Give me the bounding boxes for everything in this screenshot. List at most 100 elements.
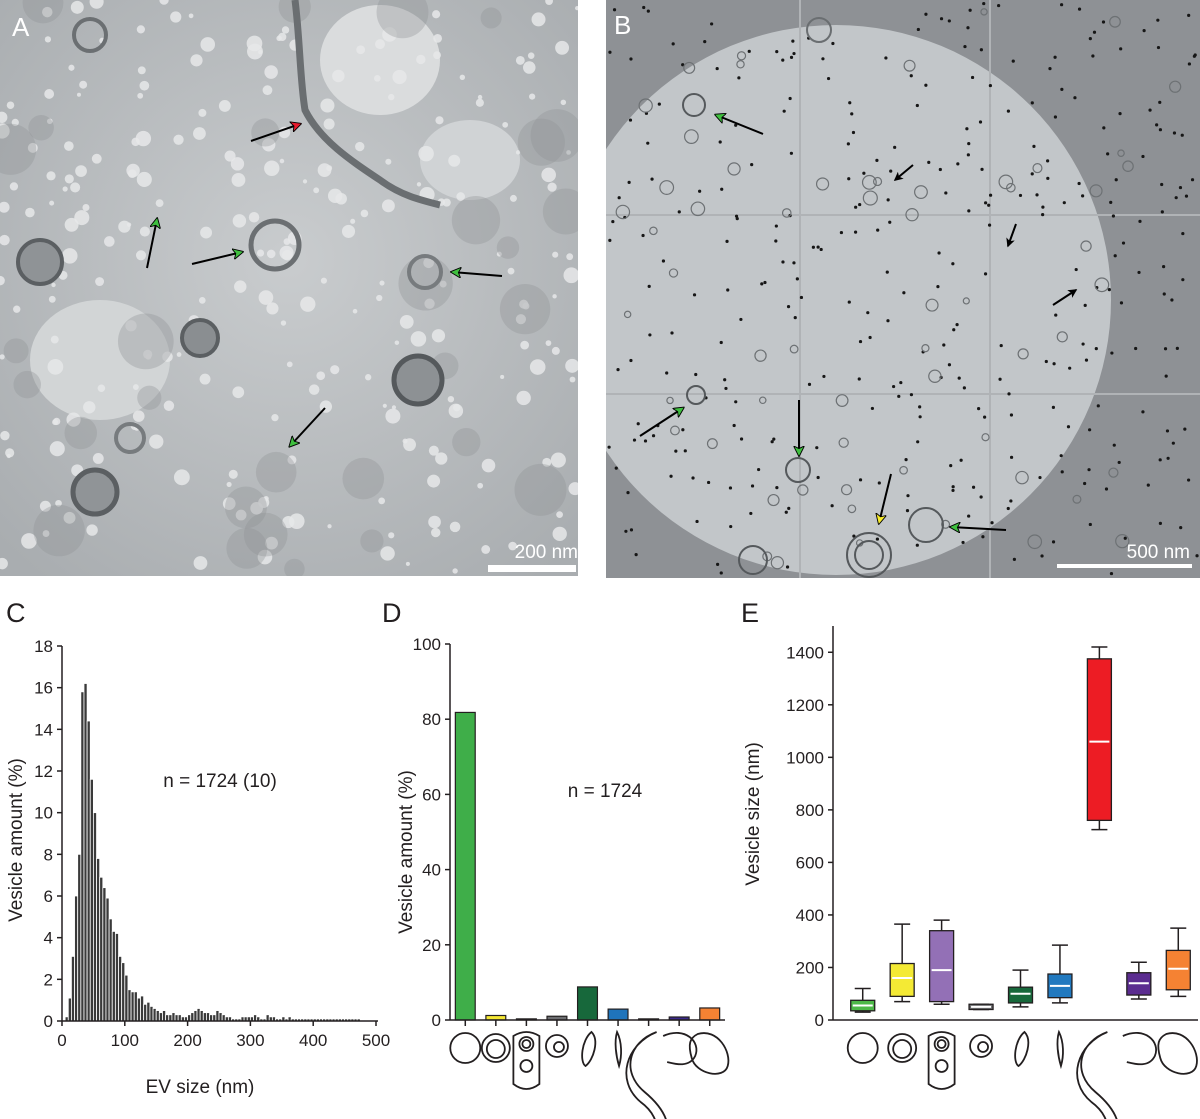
vesicle-particle xyxy=(198,297,206,304)
vesicle xyxy=(407,254,443,290)
histogram-bar xyxy=(93,812,97,1022)
gold-particle xyxy=(1109,571,1114,576)
gold-particle xyxy=(1192,54,1196,58)
vesicle-particle xyxy=(262,138,276,152)
yellow-arrow-icon xyxy=(879,473,892,523)
panel-a-micrograph: A 200 nm xyxy=(0,0,578,576)
gold-particle xyxy=(899,380,903,385)
vesicle-particle xyxy=(531,12,546,27)
vesicle xyxy=(806,17,832,43)
gold-particle xyxy=(720,187,724,191)
vesicle-particle xyxy=(416,182,422,187)
gold-particle xyxy=(1117,460,1121,465)
small-vesicle xyxy=(736,60,745,69)
stain-spot xyxy=(398,256,453,311)
gold-particle xyxy=(1101,20,1106,24)
vesicle-particle xyxy=(136,171,152,187)
gold-particle xyxy=(774,239,778,243)
vesicle-particle xyxy=(575,6,578,11)
vesicle-particle xyxy=(433,34,442,43)
vesicle-particle xyxy=(76,92,81,97)
gold-particle xyxy=(1009,455,1014,459)
gold-particle xyxy=(886,319,890,323)
chart-axes: 0 20 40 60 80 100 xyxy=(413,635,725,1030)
gold-particle xyxy=(866,311,870,315)
gold-particle xyxy=(648,333,652,337)
gold-particle xyxy=(1083,303,1087,307)
vesicle-particle xyxy=(226,481,232,487)
histogram-bar xyxy=(77,853,82,1022)
gold-particle xyxy=(795,277,799,281)
black-arrow-icon xyxy=(893,164,914,181)
gold-particle xyxy=(749,511,753,516)
vesicle-shape-icon xyxy=(1076,1031,1118,1119)
gold-particle xyxy=(1102,126,1106,130)
gold-particle xyxy=(1084,358,1089,362)
panel-letter-e: E xyxy=(741,598,759,628)
vesicle xyxy=(391,353,445,407)
vesicle-particle xyxy=(522,302,530,310)
vesicle-particle xyxy=(428,445,439,456)
vesicle-particle xyxy=(11,118,19,127)
gold-particle xyxy=(1107,288,1111,292)
vesicle-particle xyxy=(550,452,566,468)
vesicle-particle xyxy=(47,358,64,375)
vesicle-particle xyxy=(42,6,53,18)
gold-particle xyxy=(1160,182,1164,187)
histogram-bar xyxy=(218,1012,223,1022)
vesicle-particle xyxy=(385,408,401,424)
vesicle-particle xyxy=(520,340,530,350)
vesicle-particle xyxy=(49,200,55,206)
green-arrow-icon xyxy=(639,408,683,437)
gold-particle xyxy=(1110,351,1114,355)
histogram-bar xyxy=(130,991,135,1022)
gold-particle xyxy=(1121,241,1126,245)
vesicle-particle xyxy=(50,335,59,344)
stain-spot xyxy=(28,115,54,141)
histogram-bar xyxy=(136,997,141,1022)
histogram-bar xyxy=(165,1014,170,1022)
gold-particle xyxy=(905,509,910,513)
green-arrow-icon xyxy=(951,527,1007,530)
gold-particle xyxy=(1088,37,1092,41)
vesicle xyxy=(682,93,706,117)
histogram-bar xyxy=(80,691,85,1022)
gold-particle xyxy=(848,101,852,105)
gold-particle xyxy=(816,475,820,480)
vesicle-shape-icon xyxy=(969,1034,993,1058)
vesicle-particle xyxy=(83,401,96,414)
gold-particle xyxy=(1066,425,1071,429)
gold-particle xyxy=(965,127,969,131)
vesicle-particle xyxy=(388,93,395,101)
panel-a-svg: A 200 nm xyxy=(0,0,578,576)
gold-particle xyxy=(1109,200,1113,204)
y-axis-label: Vesicle size (nm) xyxy=(743,742,764,886)
vesicle-particle xyxy=(381,199,395,213)
vesicle-particle xyxy=(9,182,19,191)
gold-particle xyxy=(718,140,722,144)
gold-particle xyxy=(830,504,834,508)
gold-particle xyxy=(1012,557,1016,561)
vesicle xyxy=(686,385,706,405)
vesicle-particle xyxy=(545,0,553,5)
vesicle-particle xyxy=(42,530,50,537)
gold-particle xyxy=(927,160,931,164)
histogram-bar xyxy=(221,1014,226,1022)
gold-particle xyxy=(1174,196,1178,200)
green-arrow-icon xyxy=(452,272,503,276)
stain-spot xyxy=(226,527,268,569)
vesicle-particle xyxy=(403,438,416,452)
vesicle-particle xyxy=(320,98,335,113)
histogram-bar xyxy=(143,1003,148,1022)
vesicle-particle xyxy=(388,532,395,539)
vesicle xyxy=(16,238,64,286)
gold-particle xyxy=(629,358,633,363)
gold-particle xyxy=(1011,59,1015,63)
vesicle-particle xyxy=(382,27,397,42)
vesicle-shape-icon xyxy=(688,1032,730,1075)
panel-e-box-plot: E 0 200 400 600 800 1000 1200 1400 Vesicle size… xyxy=(735,586,1200,1119)
gold-particle xyxy=(959,458,963,462)
gold-particle xyxy=(1163,347,1168,351)
histogram-bar xyxy=(155,1010,160,1022)
vesicle xyxy=(180,318,220,358)
